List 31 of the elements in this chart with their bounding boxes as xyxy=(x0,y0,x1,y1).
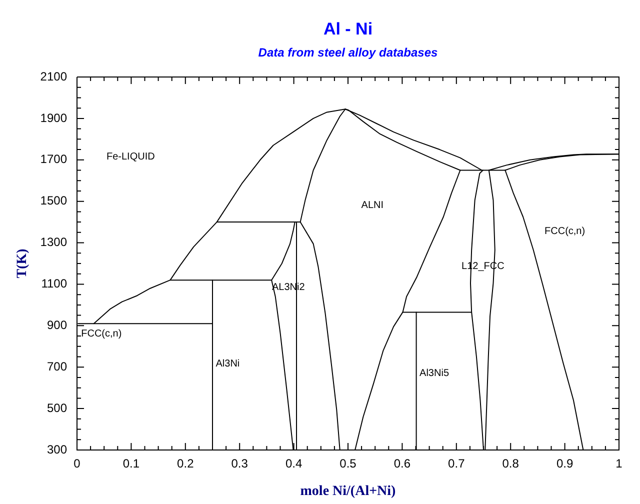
x-tick-label: 0.6 xyxy=(394,456,411,471)
x-axis-title: mole Ni/(Al+Ni) xyxy=(300,484,396,500)
x-tick-label: 0.4 xyxy=(285,456,302,471)
y-axis-title: T(K) xyxy=(15,248,30,278)
chart-title: Al - Ni xyxy=(323,20,373,39)
x-tick-label: 0 xyxy=(74,456,81,471)
annotation: FCC(c,n) xyxy=(81,328,122,340)
annotation: FCC(c,n) xyxy=(544,226,586,238)
y-tick-label: 2100 xyxy=(40,69,68,84)
y-tick-label: 1700 xyxy=(40,152,68,166)
x-tick-label: 0.8 xyxy=(502,456,520,471)
annotation: Fe-LIQUID xyxy=(106,152,155,163)
y-tick-label: 1100 xyxy=(41,276,68,291)
x-tick-label: 1 xyxy=(616,456,623,471)
y-tick-label: 300 xyxy=(46,442,68,456)
x-tick-label: 0.2 xyxy=(177,456,194,471)
y-tick-label: 1300 xyxy=(40,235,68,250)
y-tick-label: 1900 xyxy=(40,110,68,125)
y-tick-label: 700 xyxy=(46,359,68,374)
y-tick-label: 1500 xyxy=(40,194,68,208)
x-tick-label: 0.3 xyxy=(231,456,248,471)
annotation: Al3Ni5 xyxy=(420,368,450,379)
y-tick-label: 900 xyxy=(46,318,68,332)
annotation: Al3Ni xyxy=(216,358,240,370)
x-tick-label: 0.7 xyxy=(448,456,466,471)
annotation: ALNI xyxy=(361,200,384,212)
x-tick-label: 0.9 xyxy=(556,456,574,471)
x-tick-label: 0.1 xyxy=(122,456,140,471)
x-tick-label: 0.5 xyxy=(340,456,357,471)
y-tick-label: 500 xyxy=(46,400,68,415)
chart-subtitle: Data from steel alloy databases xyxy=(258,45,438,60)
